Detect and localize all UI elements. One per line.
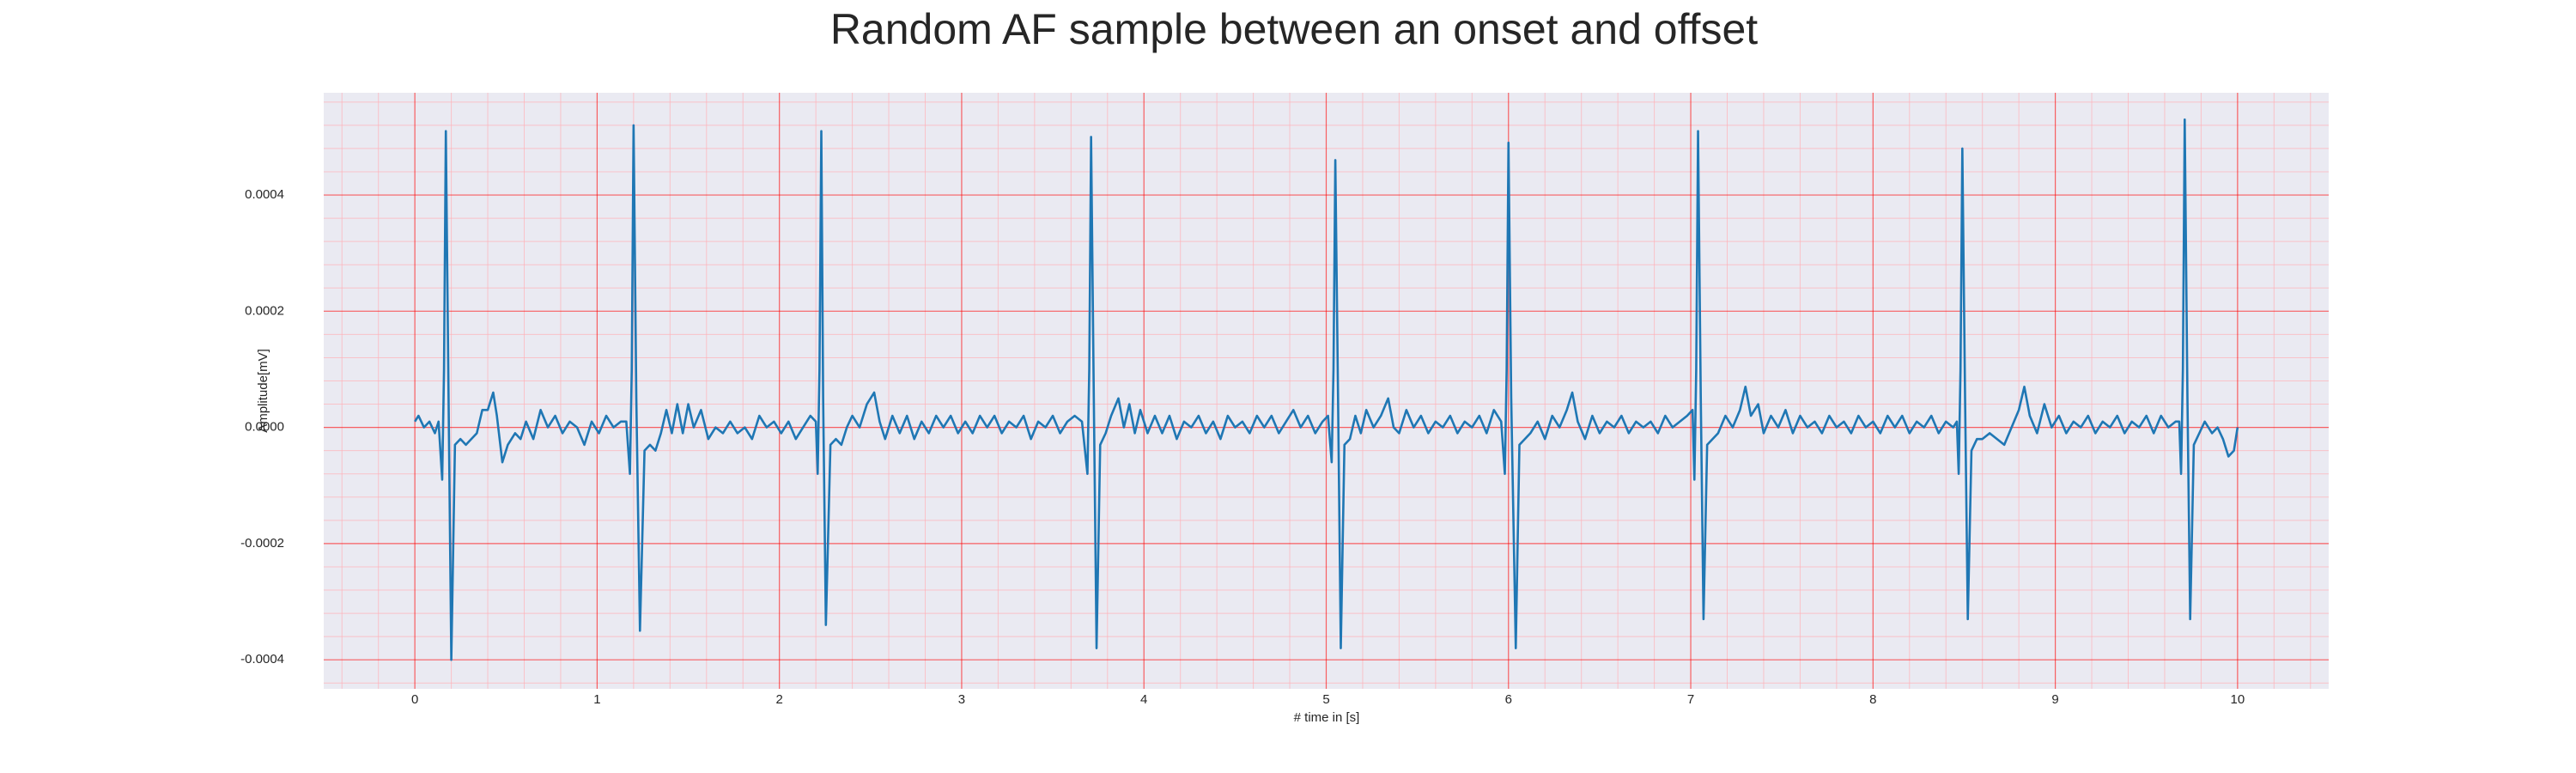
y-tick-label: -0.0002 (240, 536, 284, 551)
y-tick-label: 0.0002 (245, 303, 284, 318)
y-axis-label: Amplitude[mV] (256, 349, 270, 433)
chart-title: Random AF sample between an onset and of… (830, 5, 1758, 53)
x-axis-label: # time in [s] (1294, 710, 1360, 725)
y-tick-label: -0.0004 (240, 652, 284, 666)
x-tick-label: 2 (776, 692, 783, 707)
x-tick-label: 0 (411, 692, 418, 707)
x-tick-label: 6 (1505, 692, 1512, 707)
x-tick-label: 1 (593, 692, 600, 707)
y-tick-label: 0.0000 (245, 420, 284, 435)
x-tick-label: 4 (1140, 692, 1147, 707)
x-tick-label: 7 (1687, 692, 1694, 707)
x-tick-label: 3 (958, 692, 965, 707)
y-tick-label: 0.0004 (245, 187, 284, 202)
x-tick-label: 9 (2051, 692, 2058, 707)
signal-line (414, 118, 2239, 661)
x-tick-label: 5 (1322, 692, 1329, 707)
x-tick-label: 10 (2231, 692, 2245, 707)
x-tick-label: 8 (1869, 692, 1876, 707)
